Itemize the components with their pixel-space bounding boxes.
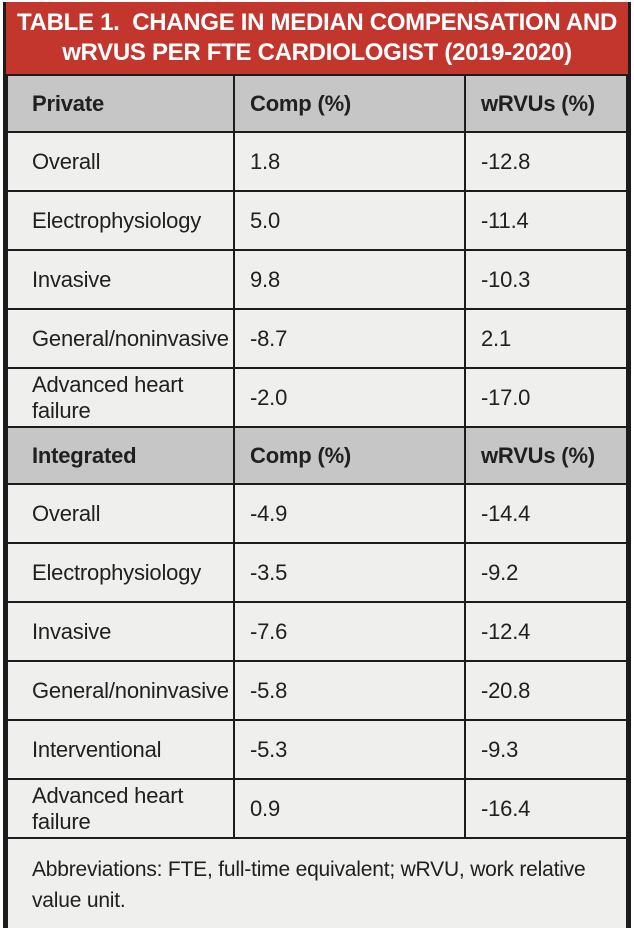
section-header-private: Private Comp (%) wRVUs (%): [6, 74, 628, 133]
column-header-wrvus-integrated: wRVUs (%): [464, 426, 628, 485]
column-header-comp-integrated: Comp (%): [233, 426, 466, 485]
row-label: General/noninvasive: [6, 660, 235, 721]
wrvus-value: -16.4: [464, 778, 628, 839]
row-label: Overall: [6, 483, 235, 544]
comp-value: 0.9: [233, 778, 466, 839]
table-container: TABLE 1. CHANGE IN MEDIAN COMPENSATION A…: [3, 2, 631, 928]
wrvus-value: -12.8: [464, 131, 628, 192]
table-title-line1: TABLE 1. CHANGE IN MEDIAN COMPENSATION A…: [16, 9, 617, 36]
wrvus-value: -9.3: [464, 719, 628, 780]
row-label: Advanced heart failure: [6, 367, 235, 428]
table-title: TABLE 1. CHANGE IN MEDIAN COMPENSATION A…: [6, 2, 628, 74]
section-header-integrated: Integrated Comp (%) wRVUs (%): [6, 426, 628, 485]
table-row-integrated-electrophysiology: Electrophysiology -3.5 -9.2: [6, 542, 628, 603]
column-header-wrvus-private: wRVUs (%): [464, 74, 628, 133]
row-label: Interventional: [6, 719, 235, 780]
table-row-private-general-noninvasive: General/noninvasive -8.7 2.1: [6, 308, 628, 369]
row-label: Electrophysiology: [6, 190, 235, 251]
table-row-private-overall: Overall 1.8 -12.8: [6, 131, 628, 192]
table-row-private-invasive: Invasive 9.8 -10.3: [6, 249, 628, 310]
table-title-line2: wRVUS PER FTE CARDIOLOGIST (2019-2020): [62, 39, 572, 66]
table-row-integrated-interventional: Interventional -5.3 -9.3: [6, 719, 628, 780]
comp-value: -5.3: [233, 719, 466, 780]
comp-value: -4.9: [233, 483, 466, 544]
wrvus-value: -11.4: [464, 190, 628, 251]
section-label-integrated: Integrated: [6, 426, 235, 485]
comp-value: -7.6: [233, 601, 466, 662]
section-label-private: Private: [6, 74, 235, 133]
row-label: Overall: [6, 131, 235, 192]
comp-value: 1.8: [233, 131, 466, 192]
comp-value: 5.0: [233, 190, 466, 251]
abbreviations-note: Abbreviations: FTE, full-time equivalent…: [6, 837, 628, 928]
table-row-integrated-advanced-heart-failure: Advanced heart failure 0.9 -16.4: [6, 778, 628, 839]
row-label: General/noninvasive: [6, 308, 235, 369]
row-label: Invasive: [6, 249, 235, 310]
wrvus-value: -14.4: [464, 483, 628, 544]
table-row-private-electrophysiology: Electrophysiology 5.0 -11.4: [6, 190, 628, 251]
comp-value: 9.8: [233, 249, 466, 310]
wrvus-value: -17.0: [464, 367, 628, 428]
comp-value: -5.8: [233, 660, 466, 721]
row-label: Electrophysiology: [6, 542, 235, 603]
table-row-integrated-general-noninvasive: General/noninvasive -5.8 -20.8: [6, 660, 628, 721]
table-row-integrated-overall: Overall -4.9 -14.4: [6, 483, 628, 544]
table-row-private-advanced-heart-failure: Advanced heart failure -2.0 -17.0: [6, 367, 628, 428]
wrvus-value: -12.4: [464, 601, 628, 662]
table-row-integrated-invasive: Invasive -7.6 -12.4: [6, 601, 628, 662]
column-header-comp-private: Comp (%): [233, 74, 466, 133]
comp-value: -8.7: [233, 308, 466, 369]
comp-value: -2.0: [233, 367, 466, 428]
compensation-table: Private Comp (%) wRVUs (%) Overall 1.8 -…: [6, 74, 628, 928]
table-footnote-row: Abbreviations: FTE, full-time equivalent…: [6, 837, 628, 928]
comp-value: -3.5: [233, 542, 466, 603]
wrvus-value: -9.2: [464, 542, 628, 603]
wrvus-value: 2.1: [464, 308, 628, 369]
wrvus-value: -20.8: [464, 660, 628, 721]
row-label: Invasive: [6, 601, 235, 662]
row-label: Advanced heart failure: [6, 778, 235, 839]
wrvus-value: -10.3: [464, 249, 628, 310]
